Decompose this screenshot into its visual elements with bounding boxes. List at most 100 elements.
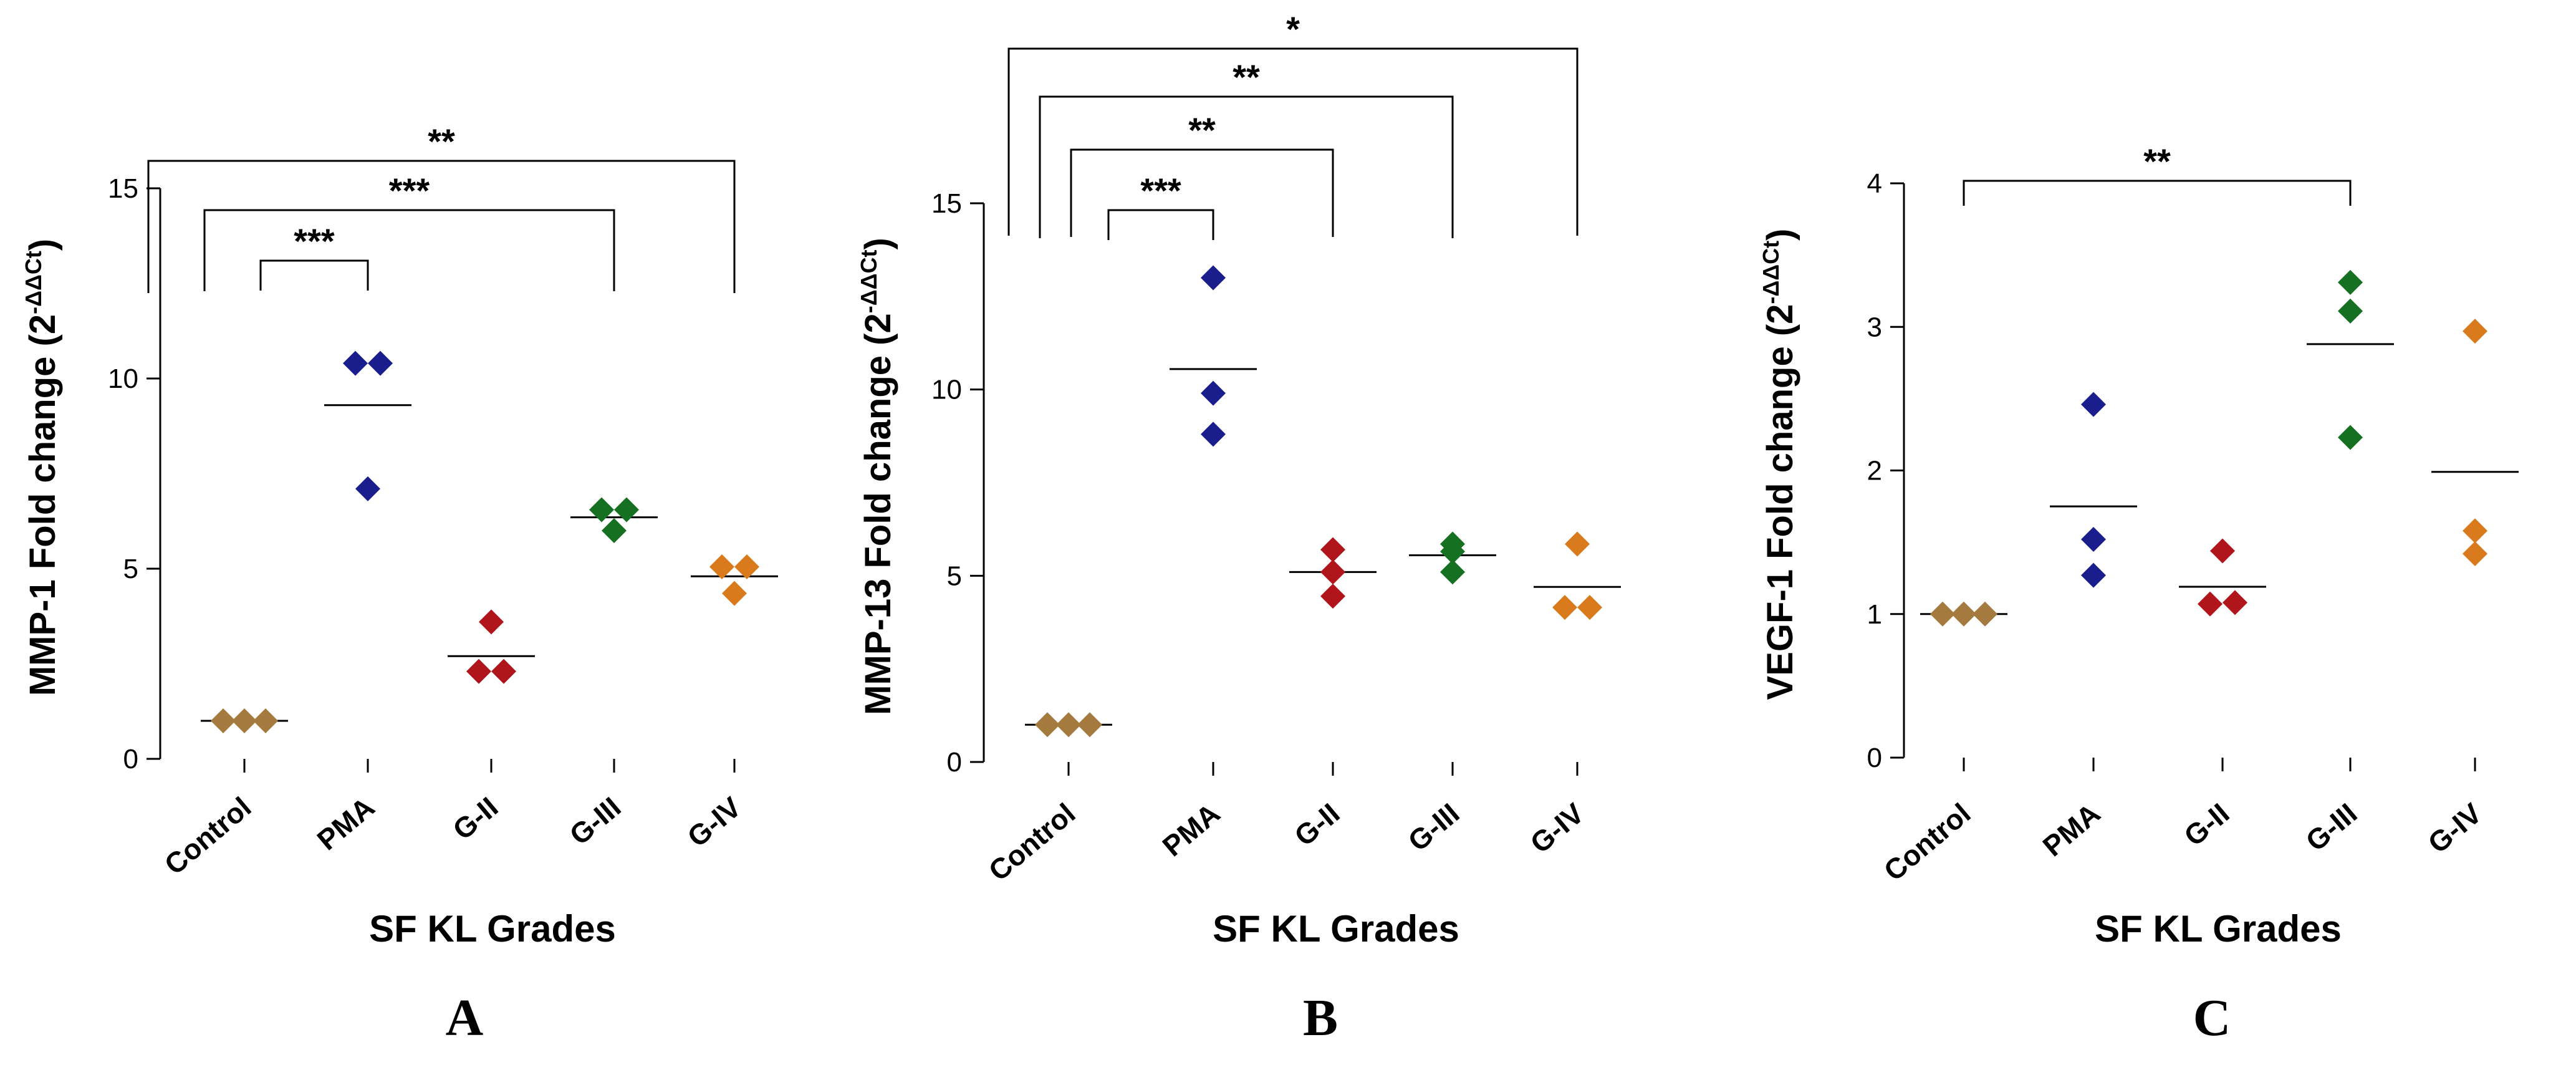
significance-label: * <box>1286 9 1300 49</box>
y-axis-title: MMP-13 Fold change (2-ΔΔCt) <box>856 238 898 715</box>
y-tick-label: 15 <box>931 188 962 219</box>
x-tick-label: Control <box>158 791 257 881</box>
significance-label: ** <box>1188 110 1216 150</box>
data-point <box>1201 265 1226 291</box>
data-point <box>2338 298 2363 324</box>
x-tick-label: G-III <box>1401 797 1465 857</box>
data-point <box>466 658 491 684</box>
x-tick-label: G-II <box>1288 797 1345 852</box>
y-axis-title-superscript: -ΔΔCt <box>21 251 46 314</box>
y-axis-title-main: MMP-1 Fold change (2 <box>22 314 63 696</box>
data-point <box>1201 380 1226 406</box>
y-axis-title-superscript: -ΔΔCt <box>856 250 882 314</box>
data-point <box>1577 595 1602 620</box>
x-tick-label: G-II <box>2178 797 2235 852</box>
y-axis-title-main: MMP-13 Fold change (2 <box>858 313 898 715</box>
data-point <box>1440 539 1465 564</box>
data-point <box>1951 601 1976 627</box>
significance-bracket <box>1007 47 1579 236</box>
x-axis-title: SF KL Grades <box>2095 908 2342 950</box>
y-axis-title-close: ) <box>858 238 898 249</box>
x-tick-label: Control <box>983 797 1082 887</box>
x-tick-label: Control <box>1878 797 1977 887</box>
data-point <box>2081 392 2106 417</box>
data-point <box>1035 712 1060 738</box>
y-tick-label: 0 <box>947 747 962 778</box>
data-point <box>2223 590 2247 615</box>
chart-panel-b: 0 5 10 15 Control PMA G-II G-III G-IV MMP-13 Fold… <box>856 9 1621 1047</box>
y-tick-label: 15 <box>108 173 138 204</box>
y-tick-label: 2 <box>1867 456 1882 486</box>
data-point <box>614 497 639 523</box>
data-point <box>1565 531 1590 557</box>
data-point <box>2463 541 2487 567</box>
data-point <box>1930 601 1955 627</box>
x-tick-label: PMA <box>1156 797 1226 863</box>
data-point <box>589 497 614 523</box>
significance-label: *** <box>389 171 430 210</box>
y-axis-title: VEGF-1 Fold change (2-ΔΔCt) <box>1758 229 1800 700</box>
significance-bracket <box>1070 148 1334 237</box>
x-tick-label: PMA <box>311 791 381 857</box>
x-axis-title: SF KL Grades <box>1213 908 1459 950</box>
data-point <box>2081 562 2106 588</box>
data-point <box>1077 712 1102 738</box>
x-axis-title: SF KL Grades <box>369 908 616 950</box>
data-point <box>2198 591 2223 617</box>
data-point <box>2463 518 2487 544</box>
data-point <box>2338 425 2363 450</box>
data-point <box>1320 584 1345 609</box>
x-tick-label: G-II <box>446 791 504 846</box>
y-axis-title-main: VEGF-1 Fold change (2 <box>1760 304 1800 700</box>
data-point <box>2338 269 2363 295</box>
x-tick-label: PMA <box>2037 797 2107 863</box>
significance-label: *** <box>294 221 335 261</box>
y-tick-label: 5 <box>123 554 138 584</box>
y-tick-label: 1 <box>1867 599 1882 630</box>
y-tick-label: 10 <box>108 364 138 394</box>
significance-label: ** <box>1233 57 1260 97</box>
data-point <box>709 554 734 579</box>
data-point <box>343 350 368 376</box>
data-point <box>253 708 278 733</box>
significance-bracket <box>259 259 369 291</box>
y-axis-title-close: ) <box>1760 229 1800 241</box>
y-axis-title-superscript: -ΔΔCt <box>1758 241 1784 304</box>
significance-bracket <box>1039 95 1454 238</box>
data-point <box>2210 538 2235 564</box>
data-point <box>211 708 236 733</box>
x-tick-label: G-IV <box>681 791 747 854</box>
x-tick-label: G-III <box>2299 797 2363 857</box>
data-point <box>479 609 504 635</box>
data-point <box>602 518 627 543</box>
significance-bracket <box>1963 180 2352 206</box>
significance-label: ** <box>2143 142 2171 181</box>
data-point <box>1552 595 1577 620</box>
y-tick-label: 0 <box>1867 743 1882 773</box>
significance-label: ** <box>428 122 455 161</box>
y-tick-label: 10 <box>931 375 962 405</box>
data-point <box>232 708 257 733</box>
panel-letter: B <box>1303 989 1338 1047</box>
data-point <box>734 554 759 579</box>
y-tick-label: 3 <box>1867 312 1882 342</box>
chart-panel-a: 0 5 10 15 Control PMA G-II G-III G-IV MMP-1 Fold … <box>21 122 778 1047</box>
y-tick-label: 5 <box>947 561 962 591</box>
y-axis-title-close: ) <box>22 239 63 251</box>
significance-bracket <box>147 160 736 293</box>
chart-panel-c: 0 1 2 3 4 Control PMA G-II G-III G-IV VEGF-1 Fold … <box>1758 142 2519 1047</box>
data-point <box>355 476 380 501</box>
significance-bracket <box>203 209 615 291</box>
data-point <box>1056 712 1081 738</box>
data-point <box>1320 559 1345 585</box>
data-point <box>2081 527 2106 552</box>
panel-letter: C <box>2193 989 2231 1047</box>
data-point <box>368 350 393 376</box>
y-axis-title: MMP-1 Fold change (2-ΔΔCt) <box>21 239 63 696</box>
y-tick-label: 0 <box>123 744 138 774</box>
panel-letter: A <box>446 989 484 1047</box>
data-point <box>2463 319 2487 344</box>
data-point <box>1320 537 1345 562</box>
x-tick-label: G-IV <box>1524 797 1590 860</box>
